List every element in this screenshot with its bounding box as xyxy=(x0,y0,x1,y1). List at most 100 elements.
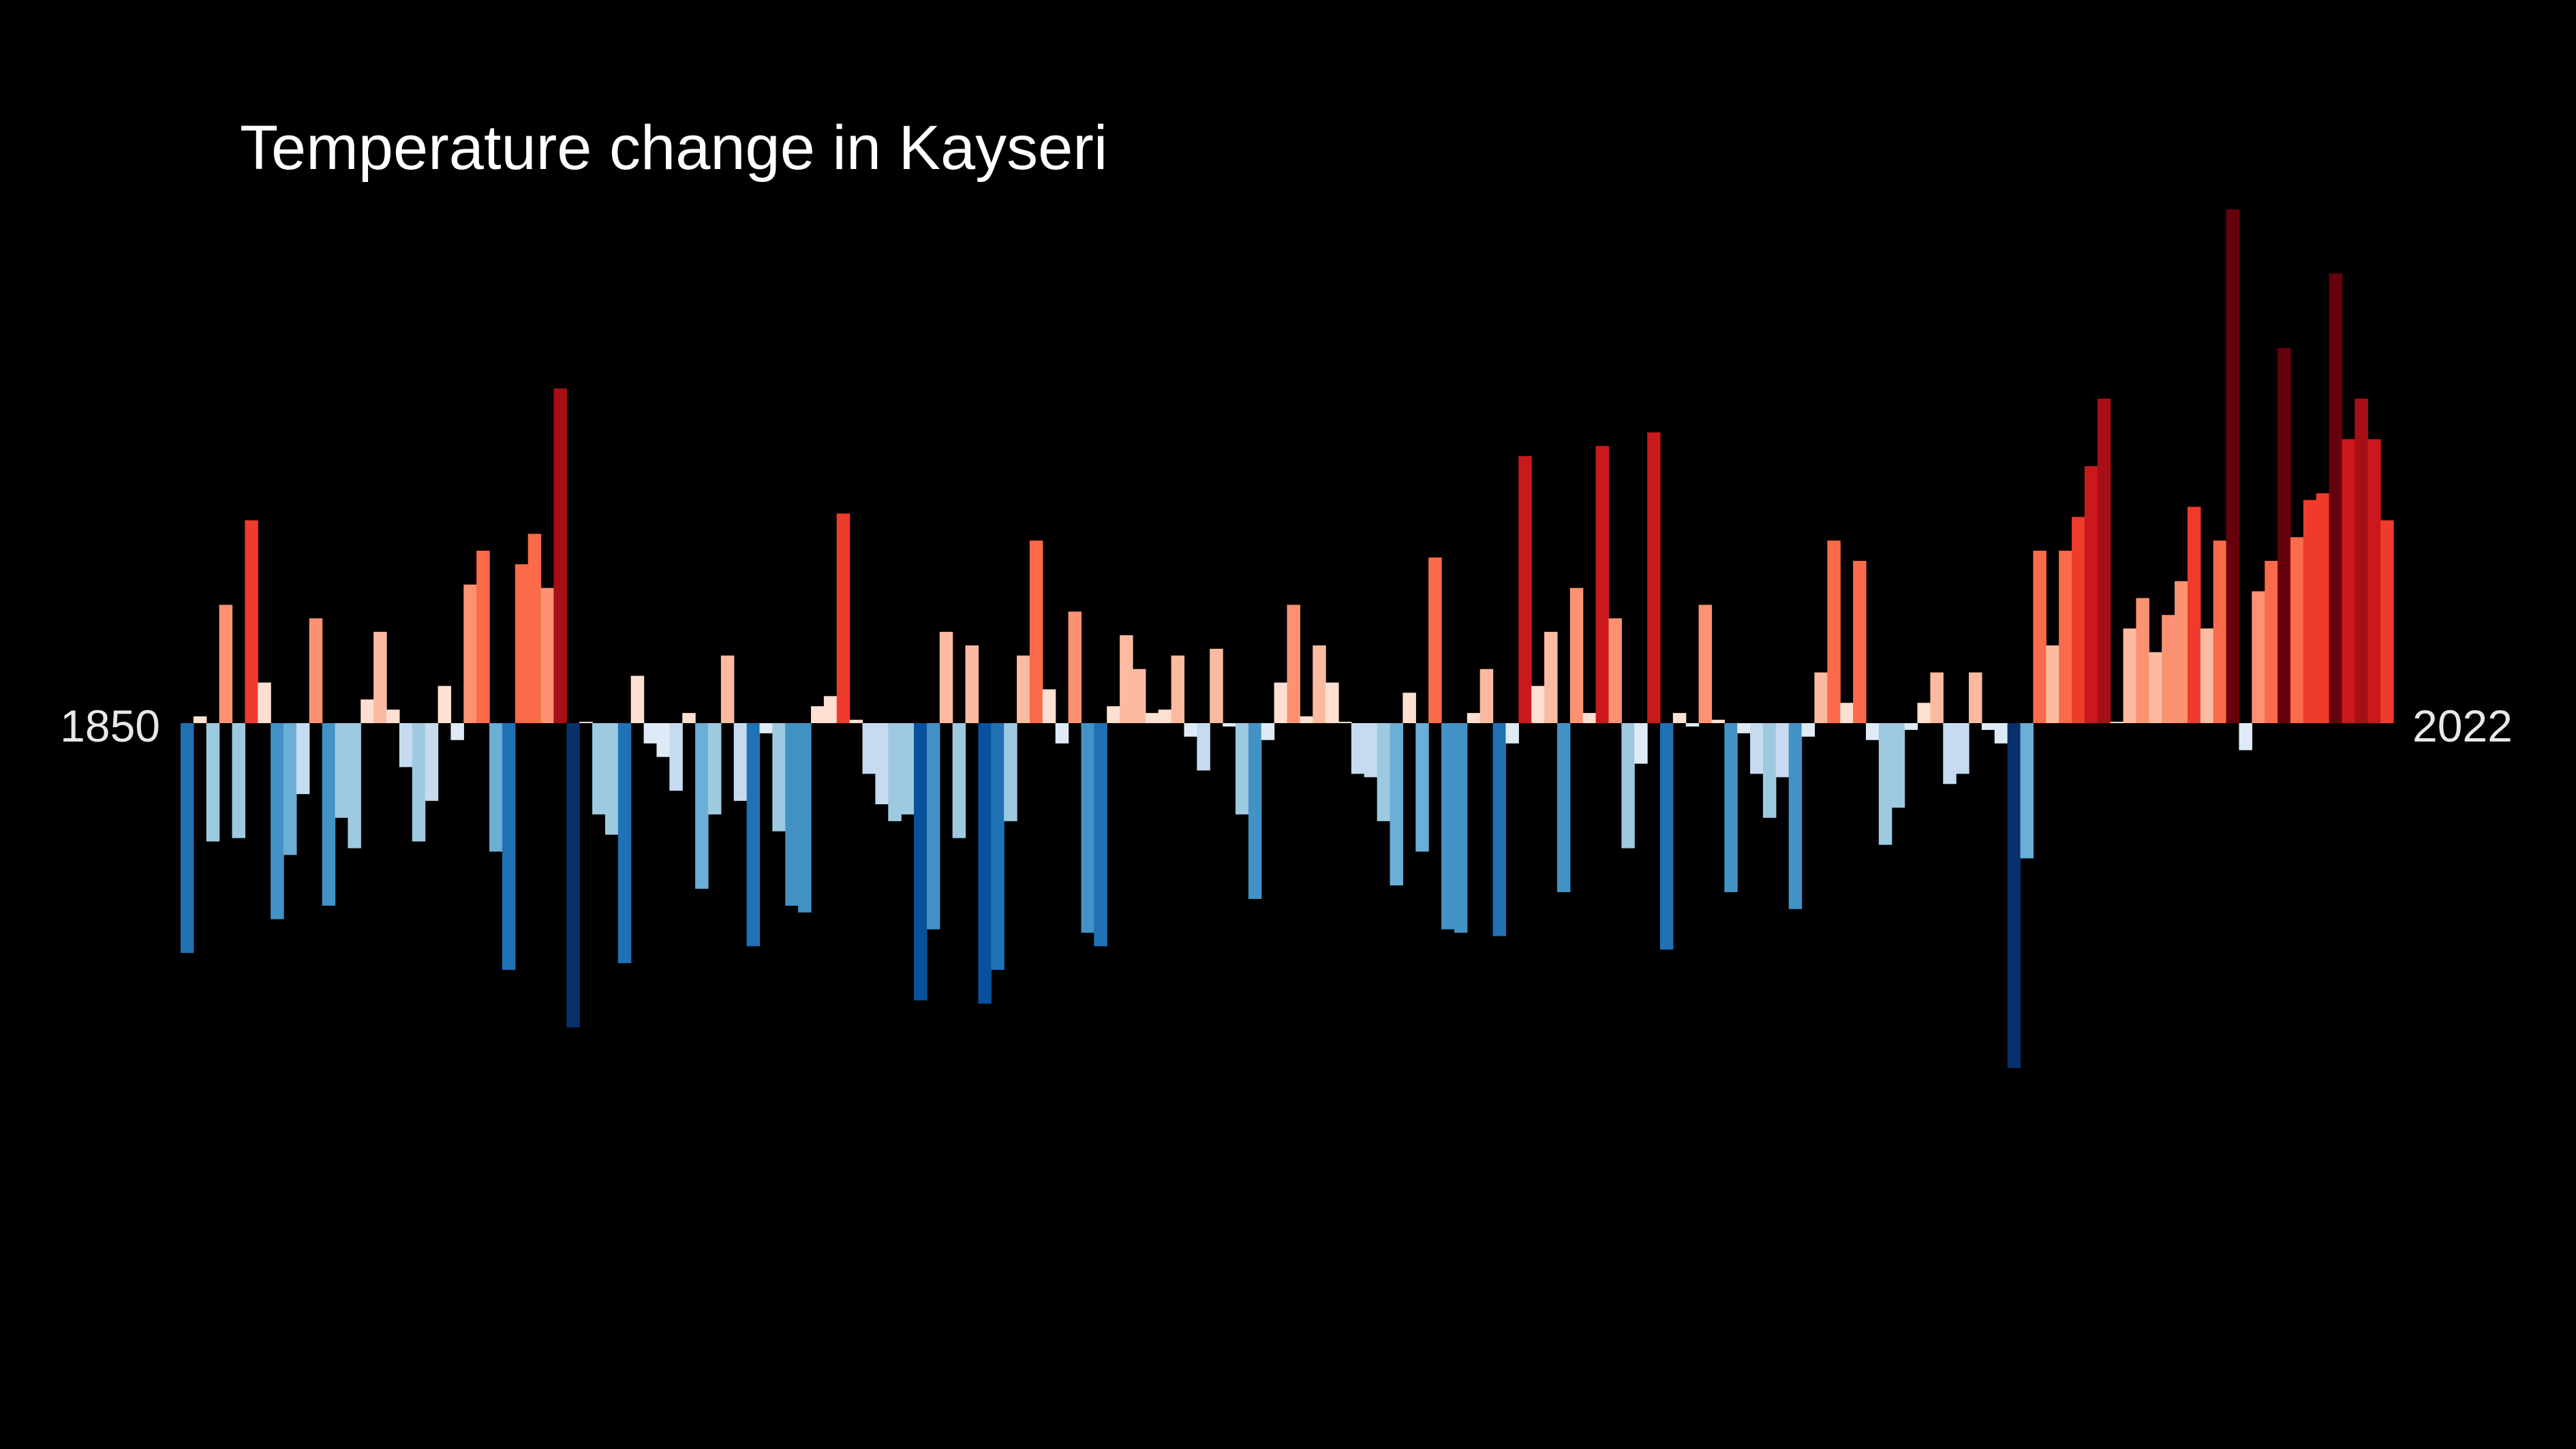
bar-1944 xyxy=(1390,723,1403,886)
bar-1938 xyxy=(1313,645,1326,723)
end-year-label: 2022 xyxy=(2412,701,2513,751)
bars-group xyxy=(181,209,2394,1068)
bar-1870 xyxy=(438,686,452,723)
bar-1959 xyxy=(1582,713,1597,723)
bar-1877 xyxy=(527,534,542,723)
bar-1921 xyxy=(1094,723,1107,947)
bar-1908 xyxy=(926,723,940,930)
bar-1986 xyxy=(1930,672,1944,723)
bar-1899 xyxy=(811,706,825,723)
bar-1902 xyxy=(849,720,863,723)
bar-1873 xyxy=(476,551,490,723)
bar-1923 xyxy=(1120,635,1133,723)
bar-1957 xyxy=(1557,723,1571,892)
bar-1913 xyxy=(991,723,1005,971)
bar-1900 xyxy=(823,696,838,723)
bar-1974 xyxy=(1775,723,1790,778)
bar-1881 xyxy=(579,722,593,723)
bar-1901 xyxy=(836,513,850,723)
bar-2010 xyxy=(2239,723,2252,750)
bar-1966 xyxy=(1672,713,1687,723)
bar-1961 xyxy=(1608,618,1622,723)
bar-1955 xyxy=(1531,686,1545,723)
bar-2003 xyxy=(2149,652,2162,723)
bar-2016 xyxy=(2316,493,2330,723)
bar-1963 xyxy=(1634,723,1648,764)
start-year-label: 1850 xyxy=(60,701,160,751)
bar-2008 xyxy=(2213,540,2227,723)
bar-1890 xyxy=(695,723,709,889)
bar-1951 xyxy=(1479,669,1494,723)
bar-1862 xyxy=(335,723,349,818)
bar-1989 xyxy=(1969,672,1982,723)
bar-2021 xyxy=(2380,520,2394,723)
bar-1998 xyxy=(2084,466,2098,723)
bar-1853 xyxy=(219,605,233,723)
bar-1880 xyxy=(566,723,580,1028)
bar-1858 xyxy=(283,723,297,855)
bar-1856 xyxy=(258,682,271,723)
bar-1879 xyxy=(553,388,567,723)
bar-2009 xyxy=(2226,209,2240,724)
bar-1898 xyxy=(798,723,812,913)
bar-1878 xyxy=(540,588,555,723)
bar-1997 xyxy=(2072,517,2085,723)
bar-1930 xyxy=(1210,648,1223,723)
bar-1979 xyxy=(1840,703,1854,723)
bar-1942 xyxy=(1364,723,1378,778)
bar-1897 xyxy=(785,723,799,906)
bar-1855 xyxy=(245,520,258,723)
bar-1916 xyxy=(1029,540,1043,723)
bar-1941 xyxy=(1351,723,1365,774)
bar-1999 xyxy=(2097,398,2111,723)
bar-1965 xyxy=(1659,723,1674,950)
bar-1909 xyxy=(939,632,953,723)
bar-1971 xyxy=(1737,723,1751,733)
bar-1922 xyxy=(1107,706,1120,723)
bar-1872 xyxy=(463,584,477,723)
bar-2007 xyxy=(2200,628,2214,723)
bar-1883 xyxy=(604,723,619,835)
bar-1953 xyxy=(1505,723,1519,744)
bar-1851 xyxy=(193,716,207,723)
bar-1956 xyxy=(1544,632,1558,723)
bar-2014 xyxy=(2290,537,2304,723)
bar-1891 xyxy=(707,723,722,814)
bar-1928 xyxy=(1184,723,1197,737)
bar-1985 xyxy=(1917,703,1931,723)
bar-2000 xyxy=(2110,722,2124,723)
bar-1952 xyxy=(1492,723,1507,936)
bar-1995 xyxy=(2046,645,2059,723)
bar-2015 xyxy=(2303,500,2317,723)
bar-1874 xyxy=(489,723,503,852)
bar-1888 xyxy=(669,723,683,791)
bar-1925 xyxy=(1145,713,1159,723)
bar-1977 xyxy=(1814,672,1828,723)
bar-1934 xyxy=(1261,723,1275,740)
bar-1932 xyxy=(1235,723,1249,814)
bar-1960 xyxy=(1595,446,1610,723)
bar-1895 xyxy=(759,723,773,733)
bar-1935 xyxy=(1274,682,1288,723)
bar-2011 xyxy=(2252,591,2265,723)
bar-2020 xyxy=(2367,439,2381,723)
bar-1975 xyxy=(1788,723,1803,909)
bar-1867 xyxy=(399,723,413,767)
bar-1958 xyxy=(1569,588,1584,723)
bar-1868 xyxy=(412,723,426,842)
bar-1981 xyxy=(1866,723,1880,740)
bar-2005 xyxy=(2175,581,2188,723)
bar-1905 xyxy=(888,723,902,821)
bar-1984 xyxy=(1904,723,1918,730)
bar-1871 xyxy=(450,723,464,740)
bar-1983 xyxy=(1891,723,1905,808)
bar-1924 xyxy=(1132,669,1146,723)
bar-1850 xyxy=(181,723,194,954)
bar-1927 xyxy=(1171,655,1185,723)
bar-1931 xyxy=(1223,723,1236,727)
bar-1980 xyxy=(1853,560,1867,723)
bar-1911 xyxy=(965,645,979,723)
bar-1968 xyxy=(1698,605,1713,723)
bar-1904 xyxy=(875,723,889,805)
